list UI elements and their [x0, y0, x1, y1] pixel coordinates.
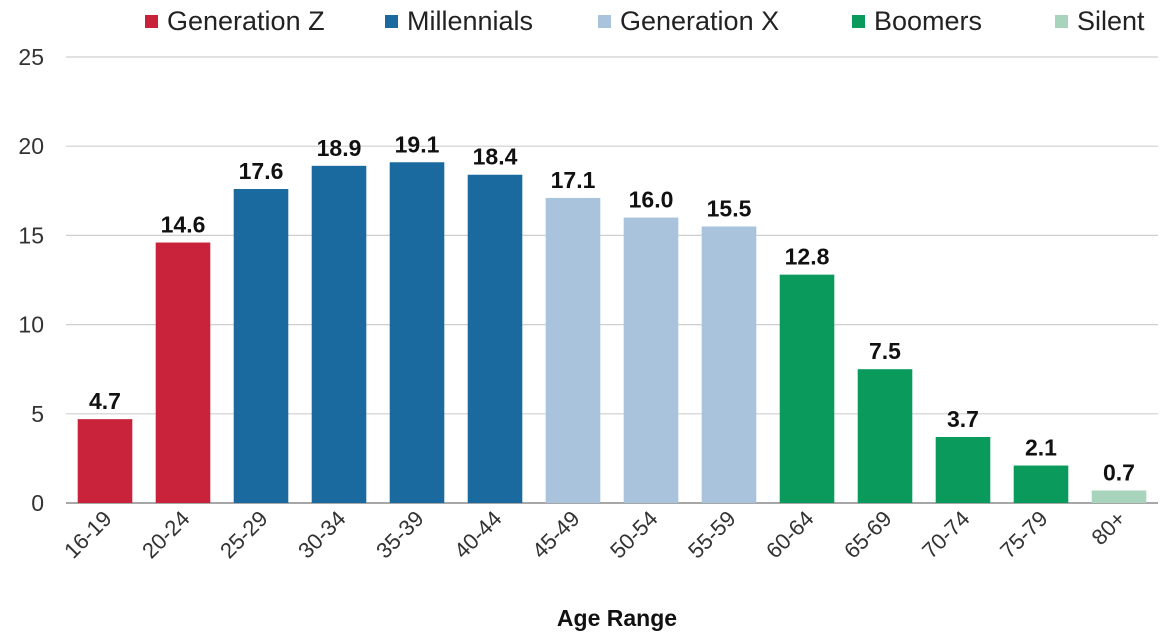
data-label: 7.5 [869, 338, 901, 364]
bar-55-59 [701, 226, 757, 504]
data-label: 19.1 [395, 131, 440, 157]
x-axis-ticks: 16-19 20-24 25-29 30-34 35-39 40-44 45-49 50-54… [59, 506, 1130, 563]
data-label: 17.1 [551, 167, 596, 193]
legend-swatch-millennials [385, 15, 398, 28]
legend-label: Millennials [407, 6, 534, 36]
x-tick-label: 75-79 [995, 506, 1052, 563]
legend-label: Boomers [874, 6, 983, 36]
bars [77, 162, 1147, 504]
x-tick-label: 70-74 [917, 506, 974, 563]
y-tick-label: 5 [31, 401, 44, 427]
y-tick-label: 0 [31, 490, 44, 516]
legend-swatch-generation-z [145, 15, 158, 28]
gridlines [66, 56, 1158, 504]
bar-20-24 [155, 242, 211, 503]
data-label: 18.4 [473, 144, 518, 170]
legend-item-boomers: Boomers [852, 6, 982, 37]
x-tick-label: 55-59 [683, 506, 740, 563]
bar-50-54 [623, 217, 679, 503]
x-tick-label: 30-34 [293, 506, 350, 563]
legend-label: Generation Z [167, 6, 325, 36]
bar-80+ [1091, 490, 1147, 503]
bar-30-34 [311, 165, 367, 503]
legend-label: Silent [1077, 6, 1145, 36]
data-label: 16.0 [629, 187, 674, 213]
x-tick-label: 40-44 [449, 506, 506, 563]
y-axis-ticks: 0 5 10 15 20 25 [18, 44, 44, 516]
legend-swatch-silent [1055, 15, 1068, 28]
legend-item-millennials: Millennials [385, 6, 533, 37]
data-label: 15.5 [707, 195, 752, 221]
bar-45-49 [545, 197, 601, 503]
x-tick-label: 45-49 [527, 506, 584, 563]
bar-16-19 [77, 419, 133, 503]
x-tick-label: 25-29 [215, 506, 272, 563]
x-tick-label: 60-64 [761, 506, 818, 563]
data-labels: 4.7 14.6 17.6 18.9 19.1 18.4 17.1 16.0 15.5 12.8 7… [89, 131, 1135, 485]
bar-25-29 [233, 189, 289, 504]
x-tick-label: 65-69 [839, 506, 896, 563]
x-axis-title: Age Range [557, 605, 677, 631]
chart-legend: Generation Z Millennials Generation X Bo… [0, 6, 1161, 42]
bar-60-64 [779, 274, 835, 503]
x-tick-label: 80+ [1086, 506, 1130, 550]
y-tick-label: 10 [18, 312, 44, 338]
legend-item-generation-x: Generation X [598, 6, 779, 37]
data-label: 3.7 [947, 406, 979, 432]
legend-item-silent: Silent [1055, 6, 1145, 37]
bar-70-74 [935, 436, 991, 503]
legend-label: Generation X [620, 6, 780, 36]
bar-40-44 [467, 174, 523, 503]
y-tick-label: 25 [18, 44, 44, 70]
x-tick-label: 16-19 [59, 506, 116, 563]
y-tick-label: 20 [18, 133, 44, 159]
bar-75-79 [1013, 465, 1069, 503]
data-label: 2.1 [1025, 435, 1057, 461]
bar-65-69 [857, 369, 913, 503]
data-label: 17.6 [239, 158, 284, 184]
data-label: 0.7 [1103, 460, 1135, 486]
bar-35-39 [389, 162, 445, 504]
data-label: 4.7 [89, 388, 121, 414]
data-label: 18.9 [317, 135, 362, 161]
x-tick-label: 50-54 [605, 506, 662, 563]
legend-swatch-boomers [852, 15, 865, 28]
legend-item-generation-z: Generation Z [145, 6, 325, 37]
y-tick-label: 15 [18, 222, 44, 248]
data-label: 14.6 [161, 212, 206, 238]
data-label: 12.8 [785, 244, 830, 270]
x-tick-label: 35-39 [371, 506, 428, 563]
x-tick-label: 20-24 [137, 506, 194, 563]
legend-swatch-generation-x [598, 15, 611, 28]
